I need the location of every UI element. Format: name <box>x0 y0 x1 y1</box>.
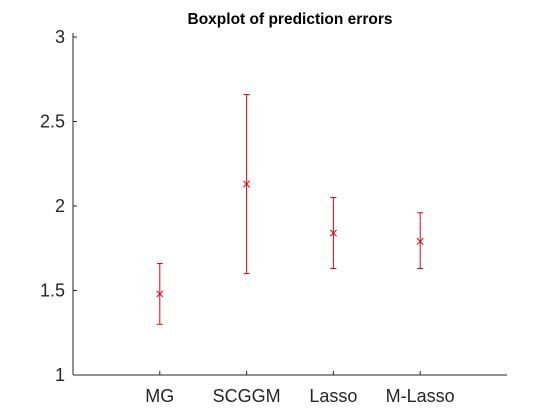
mean-point <box>156 290 164 298</box>
x-tick-label: SCGGM <box>213 386 281 406</box>
mean-marker-stroke <box>416 237 424 246</box>
y-tick-label: 1.5 <box>40 281 65 301</box>
y-tick-label: 3 <box>55 27 65 47</box>
mean-point <box>243 180 251 188</box>
mean-marker-stroke <box>243 180 251 188</box>
y-tick-label: 2.5 <box>40 112 65 132</box>
x-tick-group: MG SCGGM Lasso M-Lasso <box>145 371 455 406</box>
mean-point <box>329 229 337 237</box>
y-tick-label: 2 <box>55 196 65 216</box>
y-tick-label: 1 <box>55 365 65 385</box>
mean-marker-stroke <box>156 290 164 298</box>
x-tick-label: MG <box>145 386 174 406</box>
chart-title: Boxplot of prediction errors <box>188 11 393 28</box>
mean-marker-stroke <box>329 229 337 237</box>
y-tick-group: 1 1.5 2 2.5 3 <box>40 27 77 385</box>
plot-area: 1 1.5 2 2.5 3 MG SCGGM Lasso M-Lasso <box>40 27 507 406</box>
x-tick-label: Lasso <box>309 386 357 406</box>
x-tick-label: M-Lasso <box>386 386 455 406</box>
series-group <box>156 93 424 325</box>
mean-point <box>416 237 424 246</box>
